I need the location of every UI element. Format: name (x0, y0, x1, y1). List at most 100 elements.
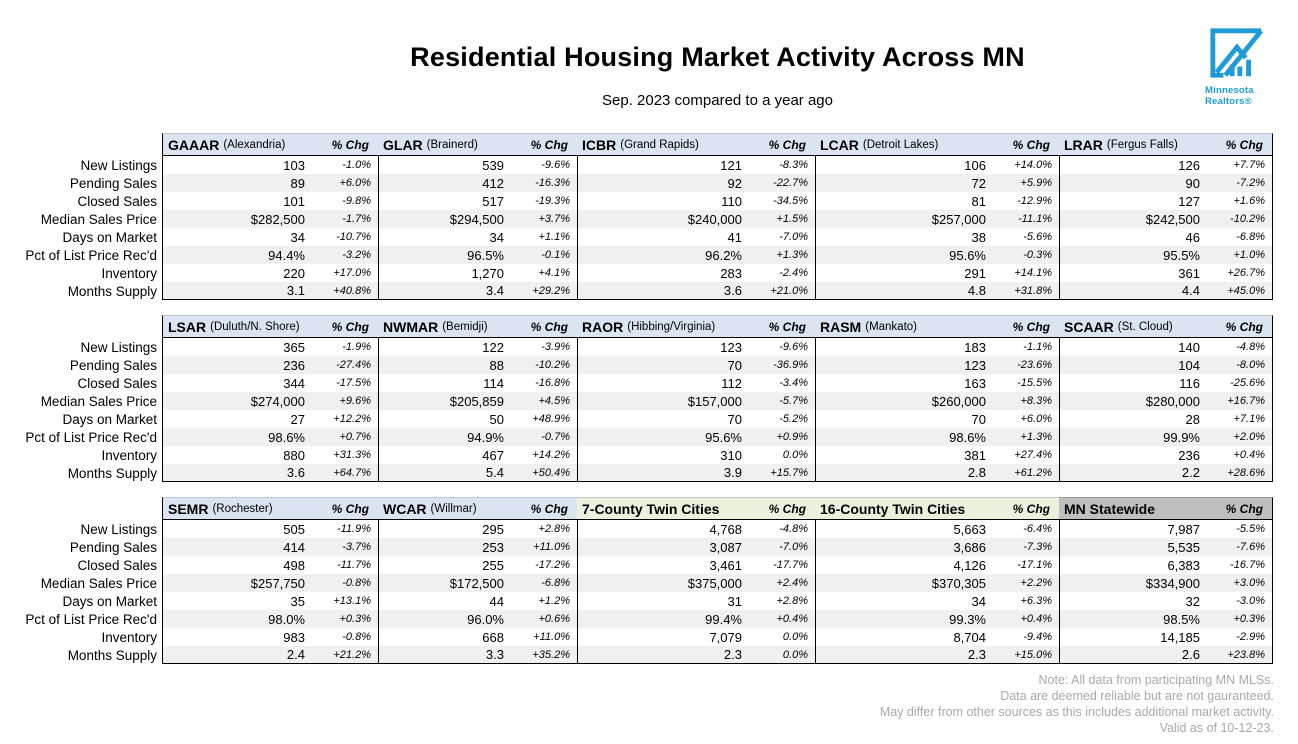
cell-pct-chg: +31.3% (333, 449, 371, 461)
cell-pct-chg: -10.2% (1211, 210, 1273, 228)
row-label: Median Sales Price (40, 393, 157, 409)
logo-text-line1: Minnesota (1205, 85, 1254, 96)
cell-pct-chg: -15.5% (1017, 377, 1052, 389)
cell-value: 3.6 (162, 464, 316, 482)
cell-value: 123 (815, 356, 997, 374)
row-label: Days on Market (62, 411, 157, 427)
cell-pct-chg: -17.2% (535, 559, 570, 571)
cell-value: 163 (815, 374, 997, 392)
cell-value: 101 (162, 192, 316, 210)
cell-pct-chg: -3.4% (779, 377, 808, 389)
cell-pct-chg: +21.0% (753, 282, 815, 300)
cell-value: 41 (577, 228, 753, 246)
cell-pct-chg: -7.2% (1211, 174, 1273, 192)
cell-pct-chg: +14.2% (532, 449, 570, 461)
cell-value: 28 (1059, 410, 1211, 428)
cell-pct-chg: +1.3% (753, 246, 815, 264)
cell-pct-chg: -0.8% (316, 574, 378, 592)
cell-value: 414 (162, 538, 316, 556)
cell-pct-chg: -16.7% (1211, 556, 1273, 574)
cell-pct-chg: -1.9% (342, 341, 371, 353)
cell-value: 38 (815, 228, 997, 246)
cell-value: $274,000 (162, 392, 316, 410)
cell-value: $205,859 (378, 392, 515, 410)
cell-pct-chg: +6.0% (316, 174, 378, 192)
cell-pct-chg: -3.9% (541, 341, 570, 353)
cell-pct-chg: -16.8% (535, 377, 570, 389)
cell-value: 381 (815, 446, 997, 464)
cell-pct-chg: +0.4% (753, 610, 815, 628)
cell-value: 539 (378, 156, 515, 174)
cell-pct-chg: +7.1% (1211, 410, 1273, 428)
cell-pct-chg: -5.2% (779, 413, 808, 425)
cell-value: 126 (1059, 156, 1211, 174)
cell-value: 114 (378, 374, 515, 392)
page-subtitle: Sep. 2023 compared to a year ago (602, 92, 833, 109)
column-acronym: ICBR (582, 136, 617, 153)
column-header: WCAR (Willmar) (378, 497, 515, 520)
footer-note-line: Note: All data from participating MN MLS… (1038, 673, 1274, 687)
row-label: New Listings (80, 339, 157, 355)
cell-pct-chg: +8.3% (997, 392, 1059, 410)
cell-pct-chg: -11.9% (336, 523, 371, 535)
cell-value: 361 (1059, 264, 1211, 282)
column-acronym: NWMAR (383, 318, 439, 335)
cell-value: 14,185 (1059, 628, 1211, 646)
cell-pct-chg: -3.0% (1211, 592, 1273, 610)
cell-value: 127 (1059, 192, 1211, 210)
cell-pct-chg: +26.7% (1211, 264, 1273, 282)
cell-value: 99.9% (1059, 428, 1211, 446)
cell-value: 70 (577, 356, 753, 374)
column-acronym: LRAR (1064, 136, 1103, 153)
cell-value: $334,900 (1059, 574, 1211, 592)
column-header: GLAR (Brainerd) (378, 133, 515, 156)
cell-pct-chg: -1.7% (316, 210, 378, 228)
cell-value: 50 (378, 410, 515, 428)
cell-pct-chg: +3.7% (515, 210, 577, 228)
cell-value: 96.0% (378, 610, 515, 628)
pct-chg-header: % Chg (1211, 497, 1273, 520)
cell-pct-chg: -9.6% (779, 341, 808, 353)
footer-notes: Note: All data from participating MN MLS… (650, 672, 1274, 736)
cell-pct-chg: +61.2% (997, 464, 1059, 482)
cell-pct-chg: +29.2% (515, 282, 577, 300)
row-label: New Listings (80, 521, 157, 537)
column-region: (St. Cloud) (1117, 320, 1173, 333)
cell-value: 81 (815, 192, 997, 210)
row-label: Pending Sales (69, 357, 157, 373)
pct-chg-header: % Chg (997, 133, 1059, 156)
cell-pct-chg: +4.1% (538, 267, 571, 279)
row-label: Months Supply (67, 465, 157, 481)
column-header: LRAR (Fergus Falls) (1059, 133, 1211, 156)
cell-pct-chg: +0.4% (997, 610, 1059, 628)
cell-pct-chg: +21.2% (316, 646, 378, 664)
cell-value: 116 (1059, 374, 1211, 392)
cell-pct-chg: +23.8% (1211, 646, 1273, 664)
cell-pct-chg: +15.7% (753, 464, 815, 482)
cell-value: 98.5% (1059, 610, 1211, 628)
row-label: Inventory (101, 265, 157, 281)
column-region: (Detroit Lakes) (862, 138, 939, 151)
cell-value: 2.4 (162, 646, 316, 664)
cell-value: 505 (162, 520, 316, 538)
column-header: NWMAR (Bemidji) (378, 315, 515, 338)
cell-value: 253 (378, 538, 515, 556)
cell-value: 121 (577, 156, 753, 174)
cell-pct-chg: +1.3% (997, 428, 1059, 446)
cell-value: 34 (162, 228, 316, 246)
cell-value: 4.8 (815, 282, 997, 300)
pct-chg-header: % Chg (515, 133, 577, 156)
cell-pct-chg: -0.1% (515, 246, 577, 264)
column-acronym: GLAR (383, 136, 423, 153)
cell-value: 4,126 (815, 556, 997, 574)
column-region: (Grand Rapids) (620, 138, 699, 151)
mn-realtors-house-icon (1210, 28, 1263, 78)
pct-chg-header: % Chg (753, 497, 815, 520)
cell-pct-chg: -5.5% (1211, 520, 1273, 538)
cell-value: 183 (815, 338, 997, 356)
cell-value: 122 (378, 338, 515, 356)
column-acronym: SCAAR (1064, 318, 1114, 335)
cell-pct-chg: -23.6% (997, 356, 1059, 374)
cell-value: 344 (162, 374, 316, 392)
cell-value: 95.6% (577, 428, 753, 446)
